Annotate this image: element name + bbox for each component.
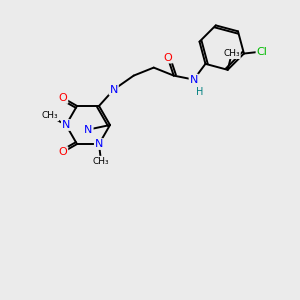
Text: N: N xyxy=(110,85,118,94)
Text: N: N xyxy=(95,139,103,149)
Text: H: H xyxy=(196,87,203,97)
Text: CH₃: CH₃ xyxy=(224,49,240,58)
Text: N: N xyxy=(190,75,198,85)
Text: CH₃: CH₃ xyxy=(42,112,58,121)
Text: CH₃: CH₃ xyxy=(93,157,109,166)
Text: Cl: Cl xyxy=(256,46,267,57)
Text: O: O xyxy=(58,93,68,103)
Text: O: O xyxy=(163,52,172,63)
Text: N: N xyxy=(62,120,70,130)
Text: N: N xyxy=(84,124,93,135)
Text: O: O xyxy=(58,147,68,157)
